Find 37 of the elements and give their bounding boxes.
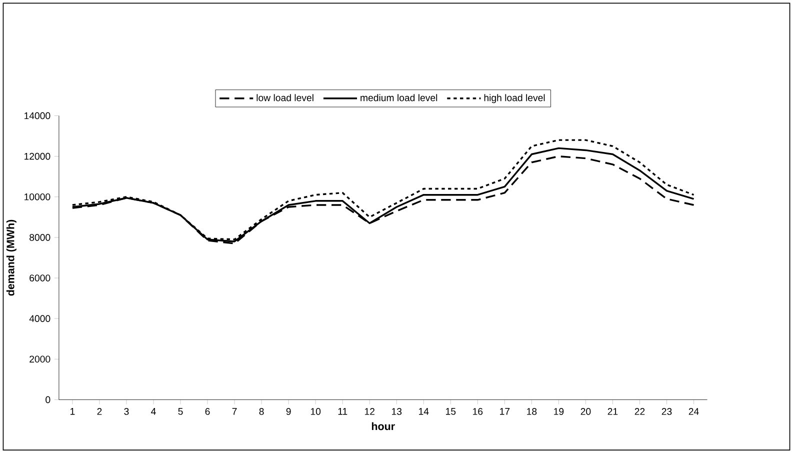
y-tick-label: 14000 bbox=[24, 112, 50, 120]
x-tick-label: 17 bbox=[500, 408, 510, 415]
y-tick-label: 8000 bbox=[30, 234, 50, 241]
legend-label: high load level bbox=[484, 94, 545, 103]
x-tick-label: 5 bbox=[178, 408, 183, 415]
y-tick-label: 12000 bbox=[24, 152, 50, 160]
y-tick-label: 6000 bbox=[30, 274, 50, 282]
x-tick-label: 12 bbox=[364, 408, 374, 415]
x-tick-label: 10 bbox=[310, 408, 321, 415]
y-tick-label: 10000 bbox=[24, 193, 50, 200]
y-tick-label: 2000 bbox=[30, 356, 50, 362]
x-tick-label: 1 bbox=[70, 408, 75, 415]
y-axis-title: demand (MWh) bbox=[6, 220, 16, 296]
legend-label: medium load level bbox=[360, 94, 438, 102]
x-tick-label: 13 bbox=[392, 408, 402, 415]
x-tick-label: 18 bbox=[527, 408, 537, 415]
x-tick-label: 16 bbox=[473, 408, 483, 415]
x-tick-label: 21 bbox=[608, 408, 618, 415]
x-tick-label: 22 bbox=[634, 408, 645, 415]
x-tick-label: 2 bbox=[97, 408, 102, 415]
x-tick-label: 24 bbox=[688, 408, 699, 415]
x-tick-label: 3 bbox=[124, 408, 129, 415]
x-tick-label: 7 bbox=[232, 408, 237, 415]
x-tick-label: 19 bbox=[554, 408, 564, 415]
x-tick-label: 23 bbox=[662, 408, 672, 415]
legend-label: low load level bbox=[256, 94, 314, 102]
x-tick-label: 8 bbox=[259, 408, 264, 415]
x-tick-label: 15 bbox=[446, 408, 456, 415]
x-tick-label: 6 bbox=[205, 408, 210, 415]
x-tick-label: 11 bbox=[338, 408, 348, 415]
x-tick-label: 20 bbox=[580, 408, 591, 415]
x-tick-label: 14 bbox=[419, 408, 429, 415]
x-axis-title: hour bbox=[372, 422, 395, 430]
y-tick-label: 4000 bbox=[29, 315, 50, 322]
x-tick-label: 4 bbox=[151, 408, 156, 415]
y-tick-label: 0 bbox=[46, 396, 50, 403]
x-tick-label: 9 bbox=[286, 408, 291, 415]
